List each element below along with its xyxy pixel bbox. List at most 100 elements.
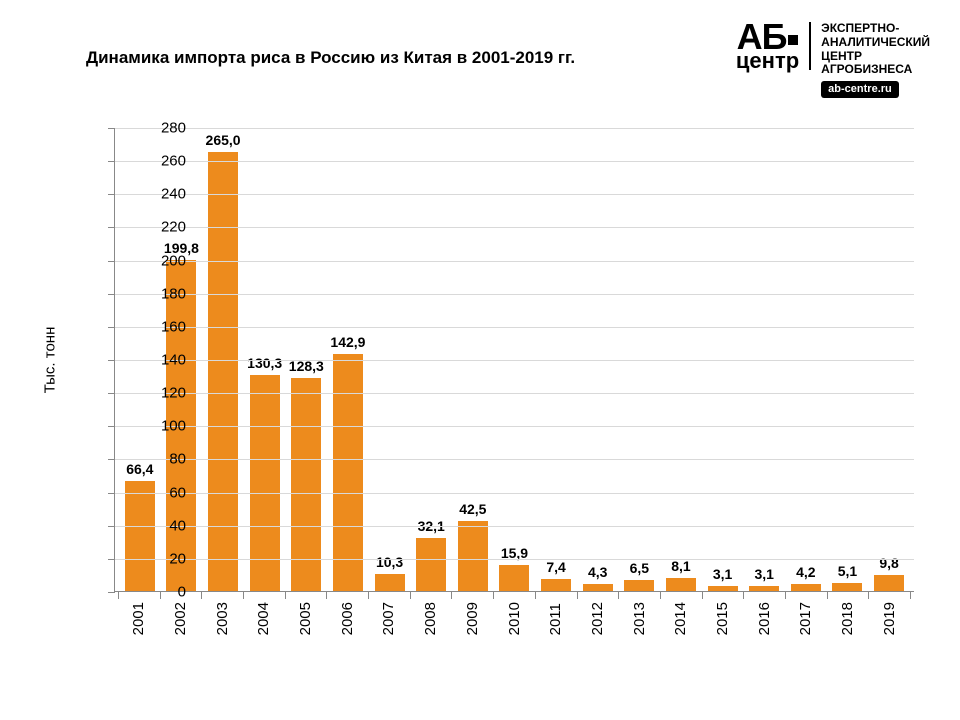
x-axis-label: 2003 [214,602,231,637]
bar-value-label: 9,8 [879,555,898,571]
bar: 66,4 [125,481,155,591]
x-axis-label: 2008 [422,602,439,637]
logo-line3: ЦЕНТР [821,50,930,64]
bar-value-label: 142,9 [330,334,365,350]
x-axis-label: 2013 [631,602,648,637]
x-label-slot: 2010 [493,602,535,637]
x-label-slot: 2003 [201,602,243,637]
y-tick-label: 80 [169,451,186,468]
x-tick-mark [743,592,744,599]
y-tick-mark [108,559,115,560]
x-label-slot: 2011 [535,602,577,637]
bar-value-label: 4,2 [796,564,815,580]
bar-value-label: 3,1 [713,566,732,582]
x-tick-mark [410,592,411,599]
y-tick-label: 60 [169,484,186,501]
gridline [115,161,914,162]
bar: 3,1 [749,586,779,591]
x-axis-label: 2009 [464,602,481,637]
x-axis-label: 2005 [297,602,314,637]
y-tick-label: 0 [178,584,186,601]
y-tick-label: 260 [161,153,186,170]
gridline [115,559,914,560]
x-tick-mark [535,592,536,599]
gridline [115,261,914,262]
bar-value-label: 5,1 [838,563,857,579]
bar: 10,3 [375,574,405,591]
y-tick-mark [108,393,115,394]
x-tick-mark [243,592,244,599]
y-tick-label: 280 [161,120,186,137]
x-axis-label: 2019 [881,602,898,637]
y-tick-mark [108,161,115,162]
bar-value-label: 42,5 [459,501,486,517]
bar-value-label: 66,4 [126,461,153,477]
x-tick-mark [368,592,369,599]
bar-value-label: 265,0 [206,132,241,148]
y-tick-mark [108,227,115,228]
bar: 8,1 [666,578,696,591]
bar: 3,1 [708,586,738,591]
x-axis-label: 2014 [672,602,689,637]
logo-line1: ЭКСПЕРТНО- [821,22,930,36]
x-label-slot: 2018 [827,602,869,637]
logo-centr: центр [736,52,799,70]
bar-value-label: 4,3 [588,564,607,580]
y-tick-mark [108,426,115,427]
x-label-slot: 2012 [577,602,619,637]
x-tick-mark [201,592,202,599]
x-tick-mark [827,592,828,599]
bar: 4,3 [583,584,613,591]
gridline [115,360,914,361]
y-tick-mark [108,294,115,295]
x-tick-mark [118,592,119,599]
x-label-slot: 2007 [368,602,410,637]
y-tick-label: 140 [161,352,186,369]
x-label-slot: 2017 [785,602,827,637]
x-tick-mark [785,592,786,599]
y-tick-label: 20 [169,550,186,567]
x-axis-label: 2012 [589,602,606,637]
logo-line4: АГРОБИЗНЕСА [821,63,930,77]
x-axis-label: 2015 [714,602,731,637]
x-tick-mark [285,592,286,599]
bar: 32,1 [416,538,446,591]
logo-square-icon [788,35,798,45]
x-label-slot: 2016 [743,602,785,637]
gridline [115,294,914,295]
y-tick-mark [108,526,115,527]
y-tick-mark [108,128,115,129]
x-label-slot: 2009 [452,602,494,637]
x-label-slot: 2001 [118,602,160,637]
x-label-slot: 2014 [660,602,702,637]
x-axis-label: 2002 [172,602,189,637]
y-tick-label: 220 [161,219,186,236]
gridline [115,194,914,195]
x-tick-mark [910,592,911,599]
bar-value-label: 10,3 [376,554,403,570]
x-axis-label: 2016 [756,602,773,637]
bar: 6,5 [624,580,654,591]
y-tick-mark [108,327,115,328]
x-axis-label: 2011 [547,602,564,637]
logo: АБ центр ЭКСПЕРТНО- АНАЛИТИЧЕСКИЙ ЦЕНТР … [736,22,930,98]
logo-mark: АБ центр [736,22,811,70]
x-tick-mark [160,592,161,599]
bar: 5,1 [832,583,862,591]
x-label-slot: 2008 [410,602,452,637]
gridline [115,493,914,494]
y-tick-label: 240 [161,186,186,203]
gridline [115,526,914,527]
x-tick-mark [493,592,494,599]
y-tick-label: 200 [161,252,186,269]
x-label-slot: 2013 [618,602,660,637]
x-label-slot: 2002 [160,602,202,637]
x-label-slot: 2015 [702,602,744,637]
x-label-slot: 2004 [243,602,285,637]
y-tick-label: 120 [161,385,186,402]
y-tick-mark [108,194,115,195]
y-tick-mark [108,493,115,494]
x-axis-label: 2007 [380,602,397,637]
y-tick-label: 40 [169,517,186,534]
bar-value-label: 8,1 [671,558,690,574]
